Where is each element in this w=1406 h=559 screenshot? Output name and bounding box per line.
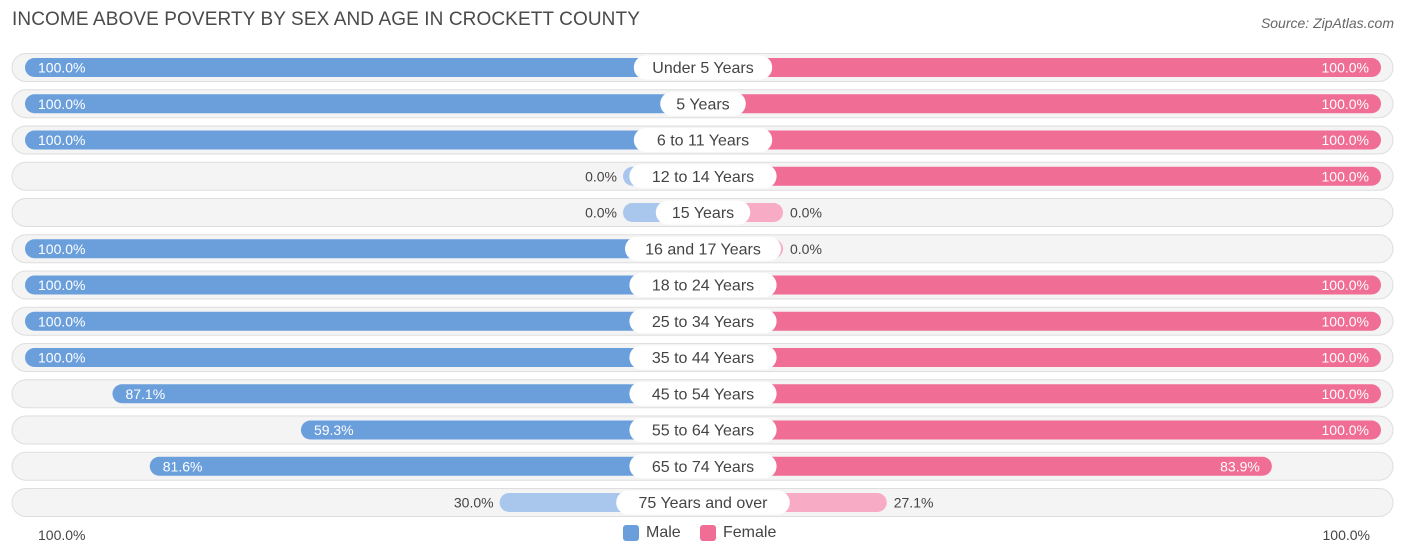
male-bar-55-to-64-years xyxy=(300,420,703,440)
male-bar-6-to-11-years xyxy=(25,130,703,150)
axis-right-label: 100.0% xyxy=(1322,527,1370,543)
category-label: 5 Years xyxy=(676,96,729,113)
category-pill-12-to-14-years xyxy=(629,164,777,189)
female-value-label: 100.0% xyxy=(1322,313,1369,329)
category-pill-45-to-54-years xyxy=(629,381,777,406)
male-value-label: 30.0% xyxy=(454,495,494,511)
female-bar-45-to-54-years xyxy=(703,384,1381,404)
category-label: 15 Years xyxy=(672,205,734,222)
category-label: 45 to 54 Years xyxy=(652,386,754,403)
female-value-label: 100.0% xyxy=(1322,277,1369,293)
male-value-label: 100.0% xyxy=(38,241,85,257)
male-value-label: 87.1% xyxy=(125,386,165,402)
female-bar-35-to-44-years xyxy=(703,348,1381,367)
legend-swatch-male xyxy=(623,525,639,541)
axis-left-label: 100.0% xyxy=(38,527,86,543)
category-label: 18 to 24 Years xyxy=(652,278,754,295)
male-bar-16-and-17-years xyxy=(25,239,703,259)
category-pill-5-years xyxy=(660,91,746,116)
male-value-label: 100.0% xyxy=(38,313,85,329)
female-bar-6-to-11-years xyxy=(703,130,1381,150)
category-pill-6-to-11-years xyxy=(633,128,773,152)
female-value-label: 0.0% xyxy=(790,241,822,257)
male-bar-5-years xyxy=(25,94,703,114)
male-value-label: 0.0% xyxy=(585,205,617,221)
female-bar-12-to-14-years xyxy=(703,166,1381,186)
female-value-label: 100.0% xyxy=(1322,386,1369,402)
legend-item-male[interactable]: Male xyxy=(623,524,681,542)
female-bar-5-years xyxy=(703,94,1381,114)
source-label: Source: ZipAtlas.com xyxy=(1260,15,1394,31)
category-pill-under-5-years xyxy=(633,55,773,80)
chart-title: INCOME ABOVE POVERTY BY SEX AND AGE IN C… xyxy=(12,9,640,30)
category-pill-25-to-34-years xyxy=(629,309,777,334)
category-pill-55-to-64-years xyxy=(629,418,777,442)
female-value-label: 100.0% xyxy=(1322,132,1369,148)
female-bar-18-to-24-years xyxy=(703,275,1381,295)
category-label: 25 to 34 Years xyxy=(652,314,754,331)
category-label: 55 to 64 Years xyxy=(652,423,754,440)
category-label: 12 to 14 Years xyxy=(652,169,754,186)
category-label: 75 Years and over xyxy=(639,495,769,512)
male-value-label: 100.0% xyxy=(38,132,85,148)
category-pill-75-years-and-over xyxy=(616,490,790,515)
female-bar-under-5-years xyxy=(703,58,1381,77)
male-bar-35-to-44-years xyxy=(25,348,703,367)
category-label: 6 to 11 Years xyxy=(657,133,749,150)
female-value-label: 100.0% xyxy=(1322,350,1369,366)
legend: Male Female xyxy=(0,524,1406,544)
female-value-label: 100.0% xyxy=(1322,422,1369,438)
category-label: Under 5 Years xyxy=(652,60,753,77)
male-bar-65-to-74-years xyxy=(149,456,703,476)
male-bar-under-5-years xyxy=(25,58,703,77)
category-pill-65-to-74-years xyxy=(629,454,777,479)
category-label: 16 and 17 Years xyxy=(645,241,761,258)
female-value-label: 100.0% xyxy=(1322,168,1369,184)
female-value-label: 100.0% xyxy=(1322,96,1369,112)
category-pill-18-to-24-years xyxy=(629,273,777,297)
legend-item-female[interactable]: Female xyxy=(700,524,776,542)
female-bar-25-to-34-years xyxy=(703,311,1381,331)
male-value-label: 81.6% xyxy=(163,458,203,474)
female-value-label: 83.9% xyxy=(1220,458,1260,474)
category-label: 35 to 44 Years xyxy=(652,350,754,367)
male-value-label: 100.0% xyxy=(38,96,85,112)
male-value-label: 100.0% xyxy=(38,60,85,76)
legend-label-female: Female xyxy=(723,524,777,541)
male-value-label: 100.0% xyxy=(38,350,85,366)
category-label: 65 to 74 Years xyxy=(652,459,754,476)
male-bar-25-to-34-years xyxy=(25,311,703,331)
male-bar-45-to-54-years xyxy=(112,384,704,404)
female-value-label: 27.1% xyxy=(894,495,934,511)
category-pill-15-years xyxy=(655,200,751,225)
legend-swatch-female xyxy=(700,525,716,541)
female-bar-65-to-74-years xyxy=(703,456,1272,476)
diverging-bar-chart: 100.0% 100.0% Under 5 Years 100.0% 100.0% 5 Y… xyxy=(11,53,1394,517)
category-pill-16-and-17-years xyxy=(625,236,781,261)
male-value-label: 59.3% xyxy=(314,422,354,438)
female-bar-55-to-64-years xyxy=(703,420,1381,440)
female-value-label: 100.0% xyxy=(1322,60,1369,76)
male-bar-18-to-24-years xyxy=(25,275,703,295)
category-pill-35-to-44-years xyxy=(629,345,777,370)
male-value-label: 100.0% xyxy=(38,277,85,293)
male-value-label: 0.0% xyxy=(585,168,617,184)
legend-label-male: Male xyxy=(646,524,681,541)
female-value-label: 0.0% xyxy=(790,205,822,221)
